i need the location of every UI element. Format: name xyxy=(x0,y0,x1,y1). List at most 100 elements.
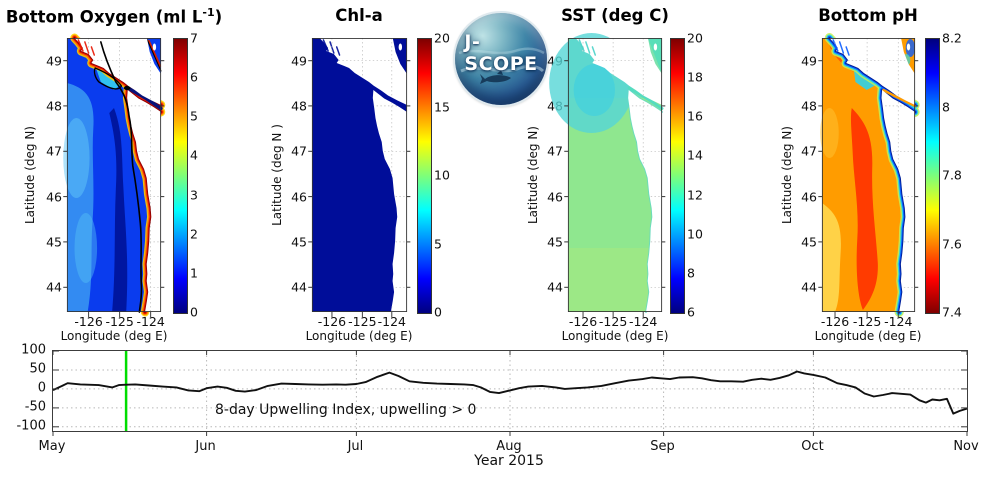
lon-tick-label: -124 xyxy=(136,314,165,329)
logo-art xyxy=(458,47,545,84)
lon-tick-label: -126 xyxy=(317,314,347,329)
xticks-sst: -126 -125 -124 xyxy=(568,314,662,330)
upwelling-plot-canvas xyxy=(52,350,968,436)
lat-tick-label: 49 xyxy=(291,53,307,69)
lon-tick-label: -126 xyxy=(568,314,598,329)
lat-tick-label: 46 xyxy=(46,189,62,205)
upwelling-timeseries: 100 50 0 -50 -100 May Jun Jul Aug Sep Oct Nov 8-da… xyxy=(0,342,1000,479)
month-tick-label: May xyxy=(38,439,66,454)
lat-tick-label: 47 xyxy=(46,143,62,159)
colorbar-tick-label: 10 xyxy=(687,226,703,242)
colorbar-tick-label: 7.8 xyxy=(942,167,962,183)
ylabel-sst: Latitude (deg N) xyxy=(526,126,540,224)
colorbar-tick-label: 20 xyxy=(687,30,703,46)
colorbar-chl-a xyxy=(417,38,432,314)
yticks-bottom-oxygen: 49 48 47 46 45 44 xyxy=(38,38,62,312)
ylabel-bottom-ph: Latitude (deg N) xyxy=(780,126,794,224)
colorbar-tick-label: 0 xyxy=(190,304,198,320)
lon-tick-label: -125 xyxy=(852,314,882,329)
map-sst xyxy=(549,33,666,317)
colorbar-tick-label: 8 xyxy=(942,99,950,114)
colorbar-bottom-ph xyxy=(925,38,940,314)
colorbar-labels-bottom-ph: 8.2 8 7.8 7.6 7.4 xyxy=(942,31,972,320)
map-chl-a xyxy=(308,38,411,317)
upwelling-ytick-label: -50 xyxy=(24,399,46,415)
colorbar-labels-sst: 20 18 16 14 12 10 8 6 xyxy=(687,31,717,320)
colorbar-tick-label: 8 xyxy=(687,265,695,281)
colorbar-bottom-oxygen xyxy=(173,38,188,314)
colorbar-tick-label: 6 xyxy=(190,69,198,85)
lon-tick-label: -126 xyxy=(820,314,850,329)
panel-title-chl-a: Chl-a xyxy=(335,6,383,25)
colorbar-tick-label: 15 xyxy=(434,99,450,114)
colorbar-tick-label: 3 xyxy=(190,187,198,203)
lon-tick-label: -125 xyxy=(348,314,377,329)
lon-tick-label: -126 xyxy=(74,314,103,329)
yticks-bottom-ph: 49 48 47 46 45 44 xyxy=(793,38,817,312)
ylabel-bottom-oxygen: Latitude (deg N) xyxy=(23,126,37,224)
colorbar-tick-label: 12 xyxy=(687,187,703,203)
colorbar-tick-label: 10 xyxy=(434,167,450,183)
lon-tick-label: -125 xyxy=(598,314,628,329)
lat-tick-label: 47 xyxy=(547,143,563,159)
panel-title-sst: SST (deg C) xyxy=(561,6,669,25)
panel-title-bottom-ph: Bottom pH xyxy=(818,6,918,25)
lat-tick-label: 48 xyxy=(291,98,307,114)
colorbar-tick-label: 6 xyxy=(687,304,695,320)
logo-text: J-SCOPE xyxy=(464,31,538,76)
upwelling-annotation: 8-day Upwelling Index, upwelling > 0 xyxy=(215,402,477,418)
xticks-bottom-ph: -126 -125 -124 xyxy=(820,314,915,330)
xticks-bottom-oxygen: -126 -125 -124 xyxy=(67,314,165,330)
colorbar-tick-label: 20 xyxy=(434,30,450,46)
upwelling-ytick-label: 100 xyxy=(21,342,46,358)
lat-tick-label: 46 xyxy=(291,189,307,205)
upwelling-ytick-label: 0 xyxy=(37,380,46,396)
lat-tick-label: 47 xyxy=(801,143,817,159)
lat-tick-label: 44 xyxy=(801,279,817,295)
lat-tick-label: 46 xyxy=(801,189,817,205)
colorbar-tick-label: 5 xyxy=(434,236,442,251)
upwelling-ytick-label: 50 xyxy=(29,361,46,377)
month-tick-label: Jul xyxy=(347,439,364,454)
colorbar-tick-label: 0 xyxy=(434,304,442,320)
upwelling-xaxis-title: Year 2015 xyxy=(474,453,544,469)
map-bottom-ph xyxy=(818,33,920,317)
xlabel-sst: Longitude (deg E) xyxy=(561,329,669,343)
lat-tick-label: 48 xyxy=(801,98,817,114)
lat-tick-label: 49 xyxy=(46,53,62,69)
colorbar-tick-label: 7.6 xyxy=(942,236,962,251)
colorbar-tick-label: 8.2 xyxy=(942,30,962,46)
upwelling-plot-area xyxy=(52,350,968,436)
map-bottom-oxygen xyxy=(63,33,166,317)
jscope-logo: J-SCOPE xyxy=(455,13,547,105)
month-tick-label: Sep xyxy=(650,439,675,454)
lat-tick-label: 44 xyxy=(291,279,307,295)
lat-tick-label: 45 xyxy=(801,234,817,250)
lon-tick-label: -124 xyxy=(629,314,658,329)
colorbar-tick-label: 7 xyxy=(190,30,198,46)
colorbar-labels-bottom-oxygen: 7 6 5 4 3 2 1 0 xyxy=(190,31,220,320)
colorbar-tick-label: 4 xyxy=(190,147,198,163)
colorbar-sst xyxy=(670,38,685,314)
panel-title-bottom-oxygen: Bottom Oxygen (ml L-1) xyxy=(5,6,223,27)
colorbar-labels-chl-a: 20 15 10 5 0 xyxy=(434,31,464,320)
lon-tick-label: -124 xyxy=(884,314,913,329)
colorbar-tick-label: 5 xyxy=(190,108,198,124)
fish-icon xyxy=(480,70,511,84)
lat-tick-label: 44 xyxy=(547,279,563,295)
lat-tick-label: 45 xyxy=(291,234,307,250)
month-tick-label: Oct xyxy=(801,439,824,454)
month-tick-label: Nov xyxy=(953,439,979,454)
xlabel-chl-a: Longitude (deg E) xyxy=(305,329,413,343)
upwelling-index-line xyxy=(52,370,968,415)
lat-tick-label: 47 xyxy=(291,143,307,159)
lat-tick-label: 46 xyxy=(547,189,563,205)
lat-tick-label: 44 xyxy=(46,279,62,295)
colorbar-tick-label: 7.4 xyxy=(942,304,962,320)
colorbar-tick-label: 14 xyxy=(687,147,703,163)
lat-tick-label: 45 xyxy=(547,234,563,250)
colorbar-tick-label: 1 xyxy=(190,265,198,281)
month-tick-label: Aug xyxy=(496,439,522,454)
colorbar-tick-label: 2 xyxy=(190,226,198,242)
